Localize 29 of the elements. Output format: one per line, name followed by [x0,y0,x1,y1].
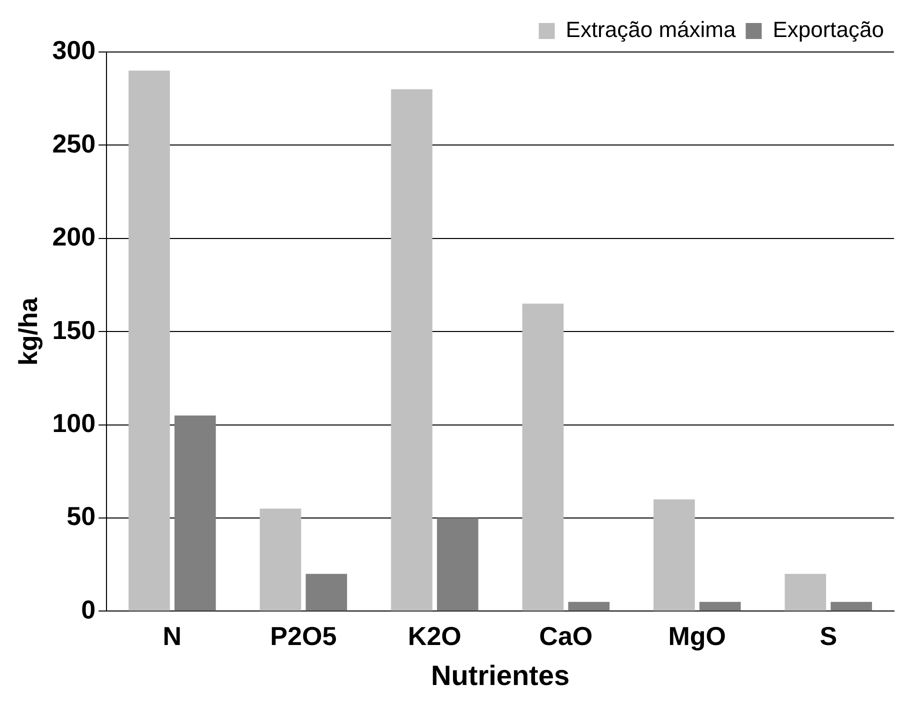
bar [699,602,741,611]
x-axis-title: Nutrientes [431,660,570,691]
bar [436,518,478,611]
y-tick-label: 0 [81,594,96,624]
x-tick-label: CaO [539,620,593,651]
bar [260,508,302,611]
bar [830,602,872,611]
x-tick-label: MgO [668,620,726,651]
y-tick-label: 250 [52,128,96,158]
y-tick-label: 150 [52,314,96,345]
y-tick-label: 300 [52,35,96,66]
bar [174,415,216,611]
y-tick-label: 200 [52,222,96,252]
bar [128,70,170,611]
bar [654,499,695,611]
legend-label: Extração máxima [566,17,736,42]
x-tick-label: S [820,620,838,651]
bar [391,89,432,611]
x-tick-label: N [162,620,182,651]
y-tick-label: 50 [66,501,96,532]
legend-label: Exportação [772,17,884,42]
x-tick-label: P2O5 [270,620,337,651]
x-tick-label: K2O [408,620,462,651]
bar [784,574,826,611]
y-axis-title: kg/ha [12,297,43,366]
bar [306,574,348,611]
bar [568,602,610,611]
bar [522,304,564,611]
y-tick-label: 100 [52,408,96,438]
